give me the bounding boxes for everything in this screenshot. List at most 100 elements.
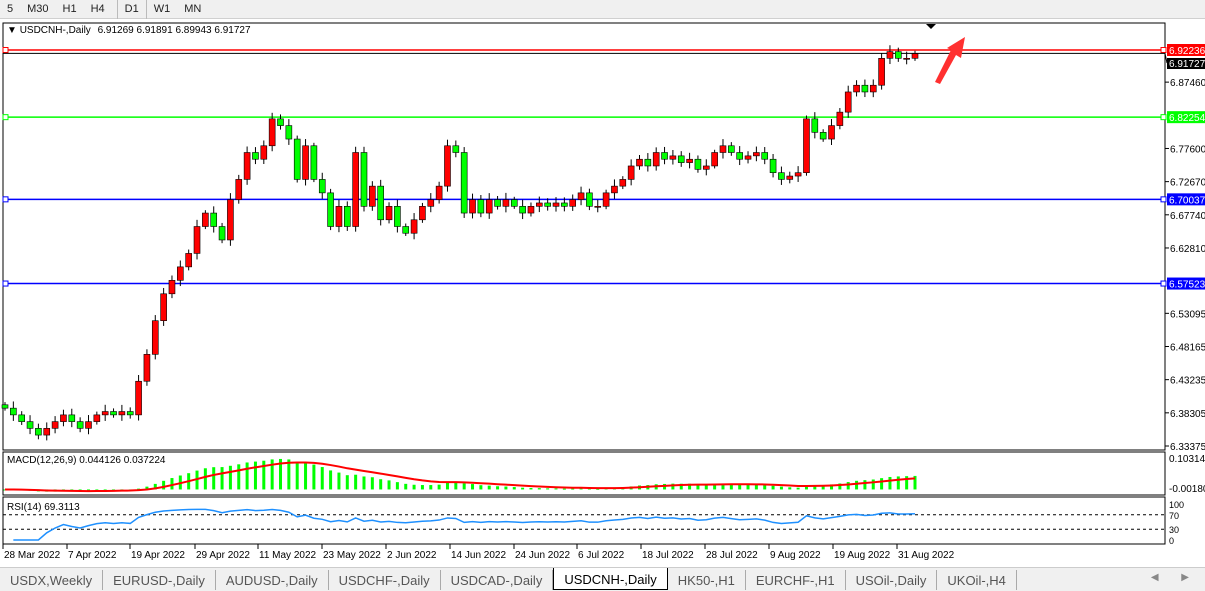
- candle-body: [736, 152, 743, 160]
- candle-body: [719, 145, 727, 153]
- candle: [569, 194, 577, 211]
- candle: [619, 176, 627, 190]
- candle: [686, 152, 693, 169]
- rsi-tick-label: 100: [1169, 500, 1184, 510]
- candle: [310, 142, 318, 183]
- candle-body: [861, 84, 869, 93]
- candle-body: [577, 192, 585, 200]
- price-tick-label: 6.53095: [1170, 309, 1205, 320]
- macd-histogram-bar: [212, 467, 216, 490]
- candle: [736, 146, 743, 166]
- timeframe-m30[interactable]: M30: [27, 2, 49, 15]
- candle-body: [853, 84, 860, 93]
- candle: [702, 159, 710, 176]
- candle: [10, 401, 17, 421]
- collapse-triangle-icon[interactable]: ▼: [7, 25, 17, 36]
- candle-body: [452, 145, 460, 153]
- macd-tick-label: 0.103149: [1169, 454, 1205, 465]
- macd-histogram-bar: [153, 483, 157, 490]
- timeframe-d1[interactable]: D1: [116, 0, 147, 19]
- line-anchor-handle: [1160, 47, 1167, 53]
- candle-body: [694, 158, 702, 170]
- candle: [243, 146, 251, 185]
- candle-body: [744, 155, 752, 160]
- candle: [193, 219, 201, 260]
- macd-histogram-bar: [504, 486, 508, 490]
- date-label: 19 Apr 2022: [131, 550, 185, 561]
- candle-body: [669, 155, 677, 160]
- candle: [135, 375, 142, 421]
- timeframe-h4[interactable]: H4: [90, 2, 105, 15]
- candle: [544, 198, 551, 211]
- price-line-label-bg: [1167, 193, 1205, 206]
- candle: [594, 199, 602, 213]
- macd-histogram-bar: [462, 483, 466, 490]
- price-tick-label: 6.48165: [1170, 342, 1205, 353]
- timeframe-mn[interactable]: MN: [184, 2, 202, 15]
- tab-eurchf-h1[interactable]: EURCHF-,H1: [746, 570, 846, 590]
- candle-body: [844, 91, 852, 113]
- candle: [60, 409, 67, 427]
- candle-body: [126, 411, 134, 416]
- line-anchor-handle: [1160, 280, 1167, 287]
- tab-ukoil-h4[interactable]: UKOil-,H4: [937, 570, 1017, 590]
- price-tick-label: 6.62810: [1170, 244, 1205, 255]
- candle-body: [43, 428, 51, 436]
- candle: [110, 408, 117, 418]
- candle-body: [168, 280, 176, 295]
- macd-histogram-bar: [888, 476, 892, 490]
- candle-body: [243, 152, 251, 180]
- macd-histogram-bar: [304, 462, 308, 490]
- macd-histogram-bar: [679, 483, 683, 490]
- chart-canvas[interactable]: 6.87460 6.77600 6.72670 6.67740 6.62810 6.530…: [0, 19, 1205, 567]
- candle-body: [318, 179, 326, 194]
- tab-usdcad-daily[interactable]: USDCAD-,Daily: [441, 570, 554, 590]
- timeframe-h1[interactable]: H1: [62, 2, 77, 15]
- macd-histogram-bar: [354, 474, 358, 490]
- candle: [419, 202, 426, 223]
- candle: [160, 287, 167, 326]
- tab-usoil-daily[interactable]: USOil-,Daily: [846, 570, 938, 590]
- macd-histogram-bar: [546, 488, 550, 490]
- tab-eurusd-daily[interactable]: EURUSD-,Daily: [103, 570, 216, 590]
- macd-signal-line: [4, 461, 916, 493]
- candle-body: [769, 158, 777, 173]
- candle: [235, 174, 243, 204]
- candle: [477, 195, 485, 218]
- macd-histogram-bar: [804, 486, 808, 490]
- candle: [293, 135, 301, 183]
- candle-body: [811, 118, 819, 133]
- candle-body: [18, 414, 25, 422]
- price-tick-label: 6.67740: [1170, 211, 1205, 222]
- macd-histogram-bar: [228, 465, 232, 490]
- tab-usdcnh-daily[interactable]: USDCNH-,Daily: [553, 568, 668, 590]
- candle-body: [594, 206, 602, 208]
- tab-usdchf-daily[interactable]: USDCHF-,Daily: [329, 570, 441, 590]
- candle: [502, 192, 510, 213]
- candle-body: [753, 152, 760, 157]
- macd-tick-label: -0.00180: [1169, 484, 1205, 495]
- macd-histogram-bar: [913, 475, 917, 490]
- tab-scroll-arrows-icon[interactable]: ◀ ▶: [1150, 572, 1199, 583]
- candle: [118, 404, 126, 421]
- timeframe-w1[interactable]: W1: [153, 2, 171, 15]
- candle: [719, 139, 727, 159]
- macd-histogram-bar: [587, 488, 591, 490]
- candle: [769, 154, 777, 178]
- candle: [878, 53, 885, 90]
- macd-histogram-bar: [312, 464, 316, 490]
- candle: [552, 197, 560, 212]
- timeframe-5[interactable]: 5: [7, 2, 14, 15]
- candle-body: [485, 199, 493, 214]
- tab-audusd-daily[interactable]: AUDUSD-,Daily: [216, 570, 329, 590]
- tab-usdx-weekly[interactable]: USDX,Weekly: [0, 570, 104, 590]
- date-label: 31 Aug 2022: [898, 550, 955, 561]
- tab-hk50-h1[interactable]: HK50-,H1: [668, 570, 746, 590]
- candle: [318, 172, 326, 199]
- macd-histogram-bar: [521, 487, 525, 490]
- macd-histogram-bar: [162, 480, 166, 490]
- candle-body: [135, 380, 142, 416]
- ohlc-label: 6.91269 6.91891 6.89943 6.91727: [97, 25, 251, 36]
- date-label: 11 May 2022: [259, 550, 317, 561]
- candle-body: [410, 219, 418, 234]
